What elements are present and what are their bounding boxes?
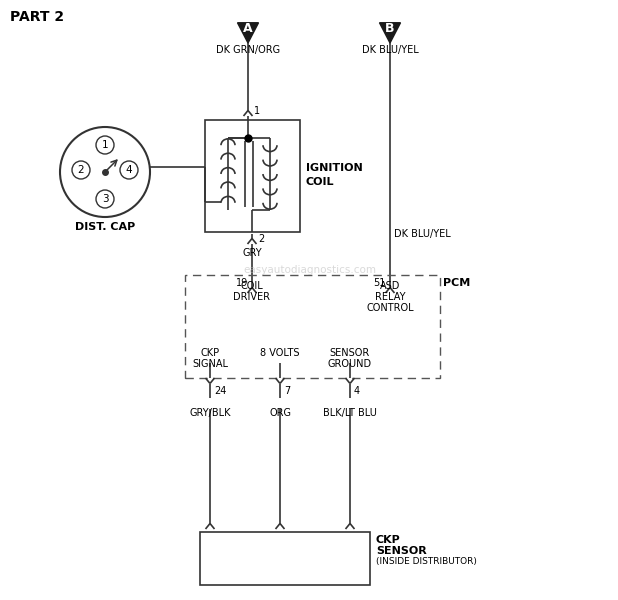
Text: 1: 1 [254,106,260,116]
Text: SIGNAL: SIGNAL [192,359,228,369]
Text: BLK/LT BLU: BLK/LT BLU [323,408,377,418]
Text: 8 VOLTS: 8 VOLTS [260,348,300,358]
Bar [200,532,370,585]
Text: 51: 51 [374,278,386,288]
Text: 2: 2 [78,165,84,175]
Text: 1: 1 [102,140,108,150]
Text: DK BLU/YEL: DK BLU/YEL [362,45,418,55]
Text: PART 2: PART 2 [10,10,64,24]
Text: GRY/BLK: GRY/BLK [189,408,231,418]
Text: GROUND: GROUND [328,359,372,369]
Text: CONTROL: CONTROL [366,303,414,313]
Text: A: A [243,22,253,35]
Text: 7: 7 [284,386,290,396]
Text: 3: 3 [102,194,108,204]
Text: DK BLU/YEL: DK BLU/YEL [394,229,451,239]
Text: GRY: GRY [242,248,262,258]
Polygon shape [237,23,258,43]
Text: 2: 2 [258,234,265,244]
Text: CKP: CKP [200,348,219,358]
Text: B: B [385,22,395,35]
Text: 4: 4 [125,165,132,175]
Text: COIL: COIL [240,281,263,291]
Text: SENSOR: SENSOR [330,348,370,358]
Text: CKP: CKP [376,535,400,545]
Text: COIL: COIL [306,177,334,187]
Text: ORG: ORG [269,408,291,418]
Bar [185,275,440,378]
Text: 4: 4 [354,386,360,396]
Text: 19: 19 [235,278,248,288]
Text: ASD: ASD [380,281,400,291]
Text: easyautodiagnostics.com: easyautodiagnostics.com [243,265,376,275]
Text: DRIVER: DRIVER [234,292,271,302]
Text: (INSIDE DISTRIBUTOR): (INSIDE DISTRIBUTOR) [376,557,477,566]
Bar [205,120,300,232]
Text: RELAY: RELAY [375,292,405,302]
Text: 24: 24 [214,386,226,396]
Text: PCM: PCM [443,278,470,288]
Polygon shape [379,23,400,43]
Text: DK GRN/ORG: DK GRN/ORG [216,45,280,55]
Text: DIST. CAP: DIST. CAP [75,222,135,232]
Text: SENSOR: SENSOR [376,546,427,556]
Text: IGNITION: IGNITION [306,163,363,173]
